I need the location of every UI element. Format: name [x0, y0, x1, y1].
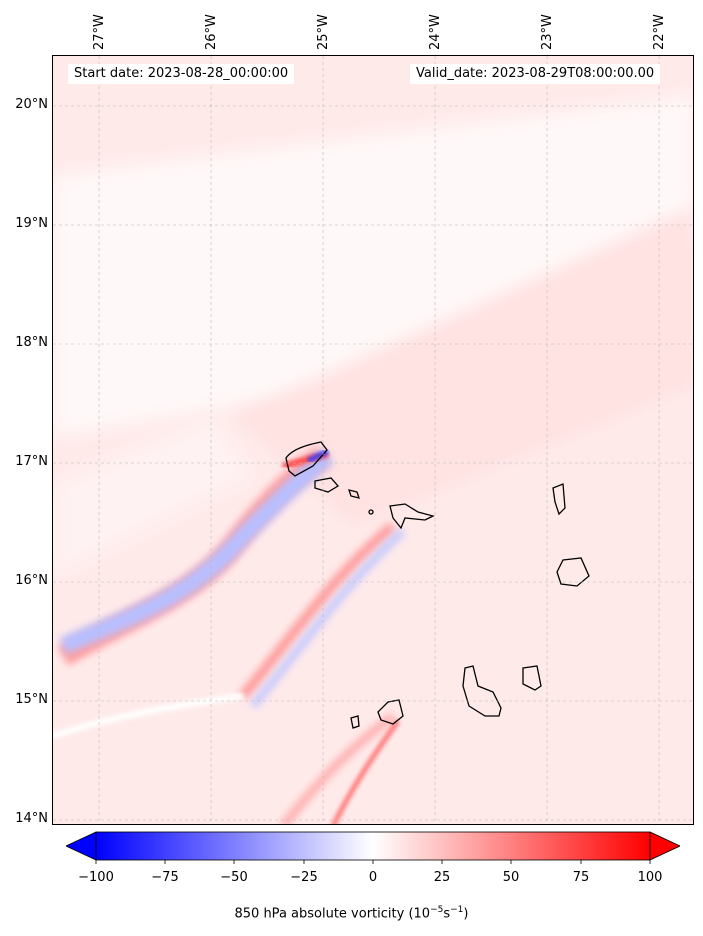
light-band [53, 96, 693, 436]
start-date-label: Start date: 2023-08-28_00:00:00 [68, 64, 295, 84]
lat-label-14n: 14°N [15, 811, 48, 826]
light-patch [53, 416, 253, 576]
blue-streak-1 [59, 448, 334, 655]
coastlines [285, 441, 590, 729]
island-santiago [462, 665, 502, 717]
map-panel [52, 55, 694, 825]
red-streak-2 [239, 522, 397, 700]
island-maio [522, 665, 542, 691]
lon-label-23w: 23°W [540, 14, 555, 50]
island-fogo [377, 699, 404, 725]
colorbar-ticks [95, 860, 651, 864]
colorbar-tick-label: 25 [433, 870, 451, 885]
colorbar-label: 850 hPa absolute vorticity (10−5s−1) [234, 905, 469, 922]
colorbar-tick-label: 75 [572, 870, 590, 885]
lon-label-24w: 24°W [428, 14, 443, 50]
lon-label-27w: 27°W [92, 14, 107, 50]
lon-label-22w: 22°W [652, 14, 667, 50]
valid-date-label: Valid_date: 2023-08-29T08:00:00.00 [410, 64, 661, 84]
lat-label-17n: 17°N [15, 454, 48, 469]
blue-streak-2 [249, 528, 406, 709]
island-sao-vicente [314, 477, 340, 493]
lon-label-25w: 25°W [316, 14, 331, 50]
pink-band [233, 206, 693, 526]
island-boa-vista [556, 557, 590, 587]
colorbar-tick-label: 0 [368, 870, 378, 885]
lat-label-18n: 18°N [15, 335, 48, 350]
colorbar-tick-label: −25 [290, 870, 318, 885]
red-streak-3 [279, 712, 396, 824]
lat-label-16n: 16°N [15, 573, 48, 588]
colorbar-tick-label: −75 [151, 870, 179, 885]
lat-label-20n: 20°N [15, 97, 48, 112]
island-sao-nicolau [389, 503, 435, 530]
colorbar-gradient [95, 831, 651, 861]
gridlines [53, 56, 693, 824]
colorbar-extend-max [649, 831, 680, 861]
colorbar-tick-label: 50 [502, 870, 520, 885]
island-sal [552, 483, 566, 516]
colorbar-extend-min [66, 831, 97, 861]
colorbar-tick-label: −100 [78, 870, 114, 885]
island-santo-antao [285, 441, 328, 477]
island-branco [368, 509, 374, 515]
lon-label-26w: 26°W [204, 14, 219, 50]
lat-label-19n: 19°N [15, 216, 48, 231]
lat-label-15n: 15°N [15, 692, 48, 707]
colorbar-tick-label: 100 [637, 870, 663, 885]
colorbar [66, 831, 680, 864]
red-streak-4 [331, 719, 401, 824]
island-brava [350, 715, 360, 729]
colorbar-tick-label: −50 [220, 870, 248, 885]
vorticity-field [53, 56, 693, 824]
island-santa-luzia [348, 489, 360, 499]
white-streak [53, 693, 244, 739]
